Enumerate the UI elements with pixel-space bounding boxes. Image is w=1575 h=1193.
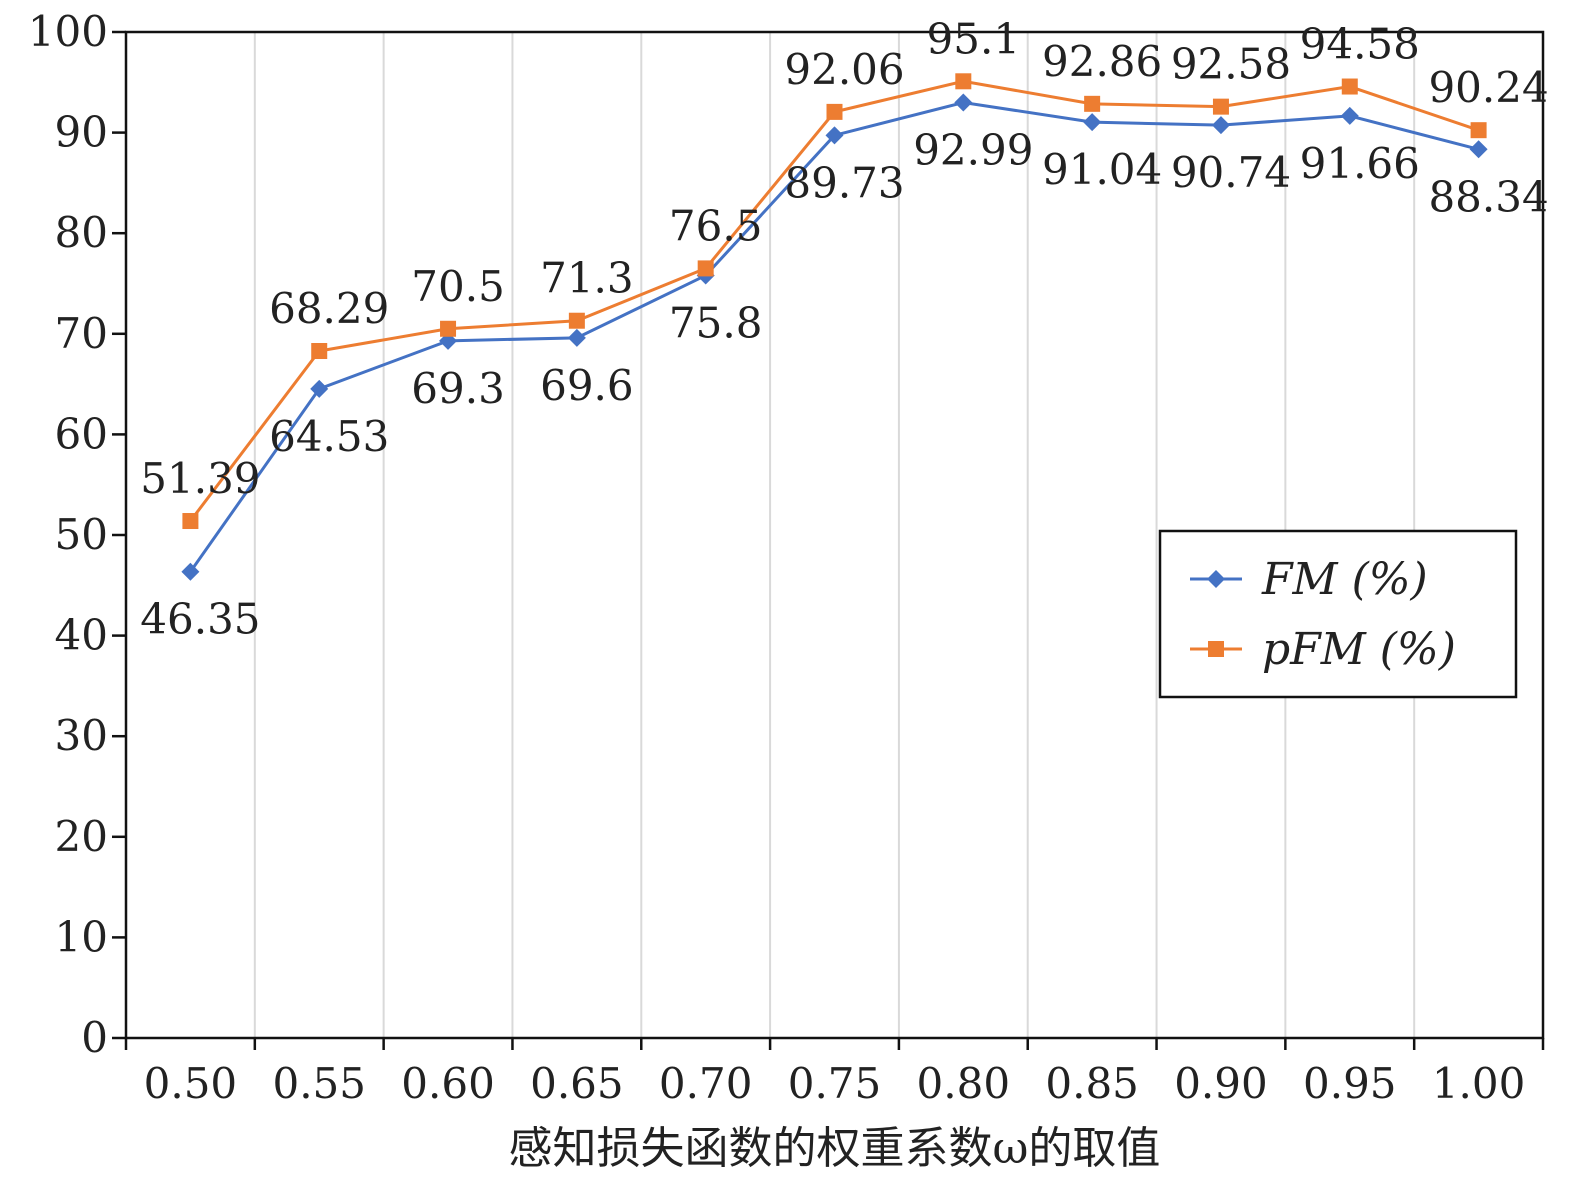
- y-tick-label: 70: [55, 309, 108, 358]
- data-point: [1083, 113, 1102, 132]
- data-label-fm: 64.53: [269, 412, 389, 461]
- data-label-pfm: 92.58: [1171, 40, 1291, 89]
- y-tick-label: 40: [55, 611, 108, 660]
- data-label-fm: 89.73: [784, 158, 904, 207]
- y-tick-label: 10: [55, 912, 108, 961]
- data-label-pfm: 95.1: [927, 14, 1021, 63]
- data-point: [1470, 122, 1487, 139]
- data-point: [311, 343, 328, 360]
- data-label-pfm: 71.3: [540, 254, 634, 303]
- y-tick-label: 100: [28, 7, 108, 56]
- data-label-fm: 75.8: [669, 298, 763, 347]
- data-label-pfm: 68.29: [269, 284, 389, 333]
- y-tick-label: 90: [55, 108, 108, 157]
- y-tick-label: 30: [55, 711, 108, 760]
- x-tick-label: 0.95: [1303, 1059, 1397, 1108]
- y-tick-label: 60: [55, 409, 108, 458]
- data-label-fm: 90.74: [1171, 148, 1291, 197]
- data-point: [697, 260, 714, 277]
- data-point: [1212, 98, 1229, 115]
- data-point: [1341, 78, 1358, 95]
- y-tick-label: 0: [81, 1013, 108, 1062]
- legend-box: [1158, 529, 1518, 699]
- legend-entry: FM (%): [1190, 554, 1428, 605]
- data-label-pfm: 70.5: [411, 262, 505, 311]
- data-label-fm: 88.34: [1428, 172, 1548, 221]
- data-label-fm: 91.66: [1300, 139, 1420, 188]
- x-tick-label: 0.50: [144, 1059, 238, 1108]
- x-tick-label: 0.80: [917, 1059, 1011, 1108]
- series-pfm: [182, 73, 1487, 530]
- x-tick-label: 0.90: [1174, 1059, 1268, 1108]
- data-label-pfm: 92.06: [784, 45, 904, 94]
- data-label-pfm: 51.39: [140, 454, 260, 503]
- legend-label: pFM (%): [1262, 624, 1456, 675]
- x-tick-label: 0.70: [659, 1059, 753, 1108]
- data-point: [826, 103, 843, 120]
- data-label-fm: 69.6: [540, 361, 634, 410]
- data-point: [310, 379, 329, 398]
- x-axis-ticks: 0.50 0.55 0.60 0.65 0.70 0.75 0.80 0.85 0.90 0.95…: [124, 1038, 1545, 1108]
- x-tick-label: 0.85: [1045, 1059, 1139, 1108]
- data-point: [1084, 95, 1101, 112]
- x-tick-label: 0.75: [788, 1059, 882, 1108]
- legend: FM (%) pFM (%): [1158, 529, 1518, 699]
- x-tick-label: 1.00: [1432, 1059, 1526, 1108]
- data-label-pfm: 92.86: [1042, 37, 1162, 86]
- data-label-pfm: 76.5: [669, 201, 763, 250]
- legend-items: FM (%) pFM (%): [1190, 554, 1456, 675]
- data-point: [1211, 116, 1230, 135]
- data-point: [1340, 106, 1359, 125]
- data-point: [182, 513, 199, 530]
- data-point: [1207, 570, 1225, 588]
- x-tick-label: 0.65: [530, 1059, 624, 1108]
- data-point: [1208, 641, 1224, 657]
- series-group: [181, 73, 1488, 581]
- data-point: [181, 562, 200, 581]
- data-point: [1469, 140, 1488, 159]
- y-tick-label: 20: [55, 812, 108, 861]
- y-tick-label: 80: [55, 208, 108, 257]
- series-fm: [181, 93, 1488, 581]
- legend-entry: pFM (%): [1190, 624, 1456, 675]
- y-axis-ticks: 0 10 20 30 40 50 60 70 80 90 100: [28, 7, 126, 1062]
- data-point: [954, 93, 973, 112]
- x-tick-label: 0.60: [401, 1059, 495, 1108]
- data-label-fm: 92.99: [913, 126, 1033, 175]
- data-point: [567, 328, 586, 347]
- x-axis-title: 感知损失函数的权重系数ω的取值: [509, 1123, 1161, 1174]
- data-label-fm: 91.04: [1042, 145, 1162, 194]
- data-label-pfm: 90.24: [1428, 63, 1548, 112]
- data-label-pfm: 94.58: [1300, 20, 1420, 69]
- y-tick-label: 50: [55, 510, 108, 559]
- data-point: [440, 320, 457, 337]
- data-point: [568, 312, 585, 329]
- x-tick-label: 0.55: [272, 1059, 366, 1108]
- legend-label: FM (%): [1261, 554, 1428, 605]
- data-point: [955, 73, 972, 90]
- data-point: [825, 126, 844, 145]
- data-label-fm: 69.3: [411, 364, 505, 413]
- data-label-fm: 46.35: [140, 595, 260, 644]
